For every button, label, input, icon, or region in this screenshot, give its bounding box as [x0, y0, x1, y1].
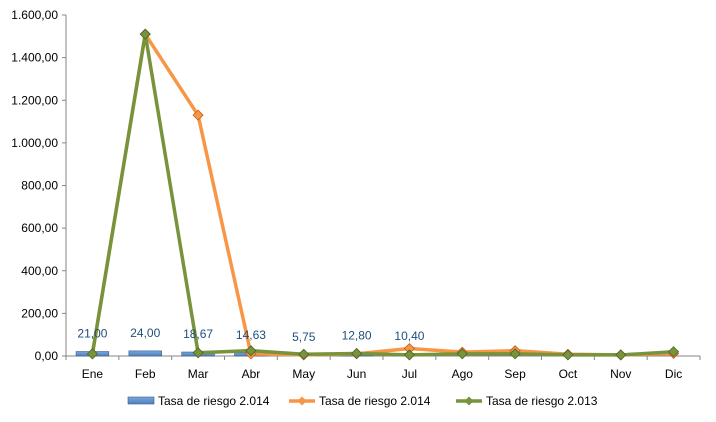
series-point — [192, 347, 204, 359]
x-tick-label: May — [292, 367, 315, 381]
x-tick-label: Dic — [665, 367, 682, 381]
series-point — [403, 349, 415, 361]
series-point — [192, 109, 204, 121]
x-tick-label: Sep — [504, 367, 526, 381]
y-tick-label: 0,00 — [35, 349, 59, 363]
series-point — [509, 348, 521, 360]
series-point — [562, 349, 574, 361]
series-point — [668, 346, 680, 358]
series-point — [456, 348, 468, 360]
series-point — [615, 349, 627, 361]
x-tick-label: Abr — [242, 367, 261, 381]
legend-label: Tasa de riesgo 2.013 — [486, 394, 598, 408]
series-point — [298, 348, 310, 360]
y-tick-label: 600,00 — [21, 221, 58, 235]
legend-swatch — [127, 396, 155, 405]
legend-label: Tasa de riesgo 2.014 — [158, 394, 270, 408]
data-labels: 21,00 24,00 18,67 14,63 5,75 12,80 10,40 — [77, 326, 424, 344]
series-point — [245, 345, 257, 357]
bar-data-label: 12,80 — [342, 328, 372, 342]
series-point — [351, 347, 363, 360]
line-series — [86, 28, 680, 361]
x-tick-label: Jul — [402, 367, 417, 381]
bar-data-label: 5,75 — [292, 330, 316, 344]
x-tick-label: Ene — [82, 367, 104, 381]
x-tick-label: Nov — [610, 367, 631, 381]
series-line-2 — [90, 32, 674, 357]
legend: Tasa de riesgo 2.014 Tasa de riesgo 2.014… — [127, 394, 598, 408]
y-tick-label: 1.600,00 — [11, 8, 58, 22]
series-point — [139, 28, 151, 40]
y-tick-label: 200,00 — [21, 306, 58, 320]
bar-data-label: 10,40 — [394, 329, 424, 343]
y-tick-label: 800,00 — [21, 179, 58, 193]
bar-data-label: 18,67 — [183, 327, 213, 341]
x-tick-label: Jun — [347, 367, 366, 381]
x-tick-label: Feb — [135, 367, 156, 381]
legend-swatch-marker — [297, 396, 307, 406]
bar — [128, 350, 162, 357]
series-line-1 — [90, 32, 674, 357]
axes: 0,00 200,00 400,00 600,00 800,00 1.000,00 1.20… — [11, 8, 701, 381]
legend-label: Tasa de riesgo 2.014 — [319, 394, 431, 408]
y-tick-label: 1.200,00 — [11, 93, 58, 107]
bar-data-label: 21,00 — [77, 327, 107, 341]
legend-swatch-marker — [464, 396, 474, 406]
series-point — [86, 348, 98, 360]
y-tick-label: 1.000,00 — [11, 136, 58, 150]
y-tick-label: 400,00 — [21, 264, 58, 278]
x-tick-label: Mar — [188, 367, 209, 381]
bar-data-label: 14,63 — [236, 328, 266, 342]
y-tick-label: 1.400,00 — [11, 51, 58, 65]
x-tick-label: Ago — [452, 367, 474, 381]
bar-data-label: 24,00 — [130, 326, 160, 340]
x-tick-label: Oct — [559, 367, 578, 381]
